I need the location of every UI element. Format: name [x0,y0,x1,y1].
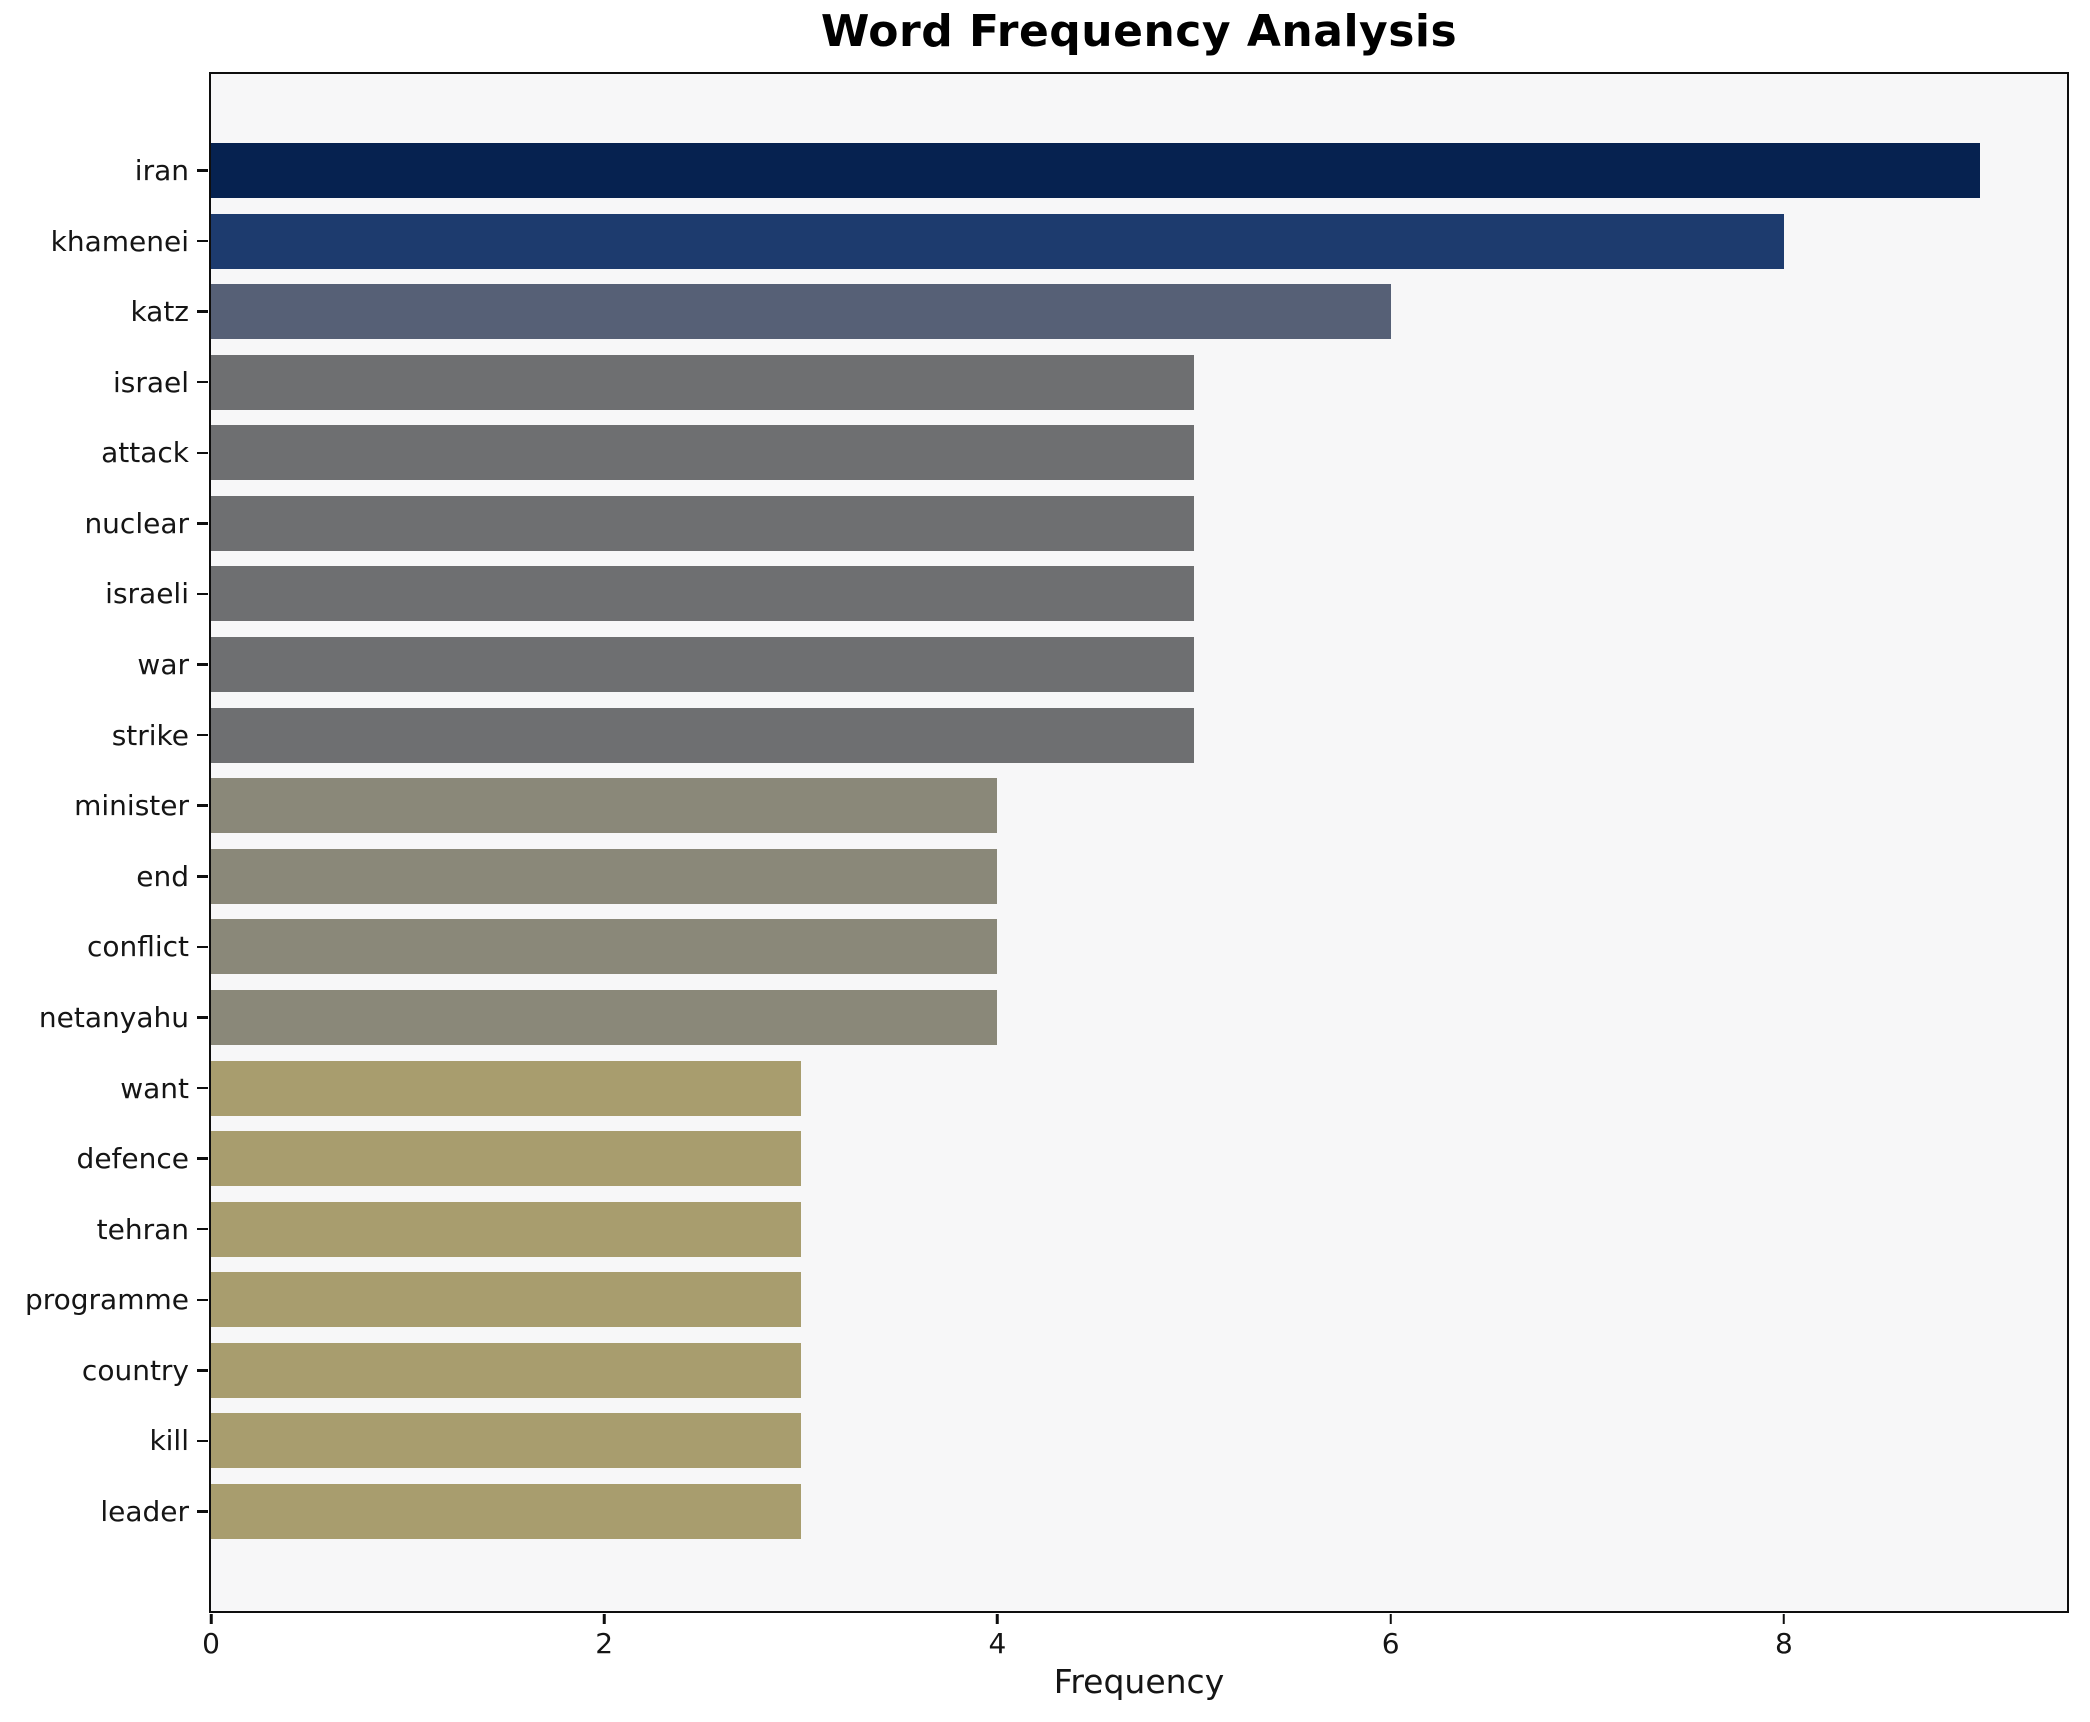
x-tick-mark [996,1614,999,1624]
y-tick-mark [197,592,208,596]
bar-row: kill [149,1413,2067,1469]
bar [211,1413,801,1469]
y-tick-label: want [120,1071,189,1105]
bar [211,1483,801,1539]
x-tick-mark [602,1614,606,1624]
bar [211,213,1784,269]
bar-row: katz [130,284,2067,340]
y-tick-label: israel [112,365,189,399]
y-tick-label: defence [76,1142,189,1176]
y-tick-label: leader [100,1494,189,1528]
bar [211,707,1195,763]
plot-area: iran khamenei katz israel attack nuclear israe… [25,72,2069,1660]
x-tick-label: 0 [202,1627,220,1660]
x-tick-label: 8 [1774,1627,1793,1660]
x-tick-mark [209,1614,213,1624]
y-tick-mark [197,1086,208,1090]
bar [211,1272,801,1328]
bar-row: netanyahu [39,989,2067,1045]
y-tick-label: war [137,648,189,682]
x-tick-label: 6 [1381,1627,1400,1660]
y-tick-mark [197,1369,208,1372]
x-tick-mark [1782,1614,1786,1624]
y-tick-label: nuclear [84,506,189,540]
bar [211,566,1195,622]
y-tick-label: israeli [105,577,189,611]
bar-row: attack [101,425,2067,481]
y-tick-label: katz [130,295,189,329]
bar-row: israeli [105,566,2067,622]
bar-row: want [120,1060,2067,1116]
bar-row: country [82,1342,2067,1398]
bar [211,989,998,1045]
y-tick-mark [197,1510,208,1513]
bar-row: israel [113,354,2067,410]
y-tick-mark [197,945,208,949]
y-tick-mark [197,380,208,384]
bar-row: khamenei [51,213,2067,269]
bar [211,778,998,834]
y-tick-label: strike [111,718,189,752]
y-tick-mark [197,522,208,525]
y-tick-mark [197,451,208,455]
bar [211,1201,801,1257]
bar-row: iran [135,143,2067,198]
y-tick-label: minister [74,789,189,823]
bar-row: programme [25,1272,2067,1328]
x-tick-label: 2 [595,1627,614,1660]
y-tick-label: iran [134,154,189,187]
bar [211,284,1391,340]
y-tick-mark [197,804,208,807]
x-axis-label: Frequency [1053,1662,1225,1701]
y-tick-mark [197,875,208,878]
y-tick-mark [197,239,208,243]
bar-row: war [137,637,2067,693]
bar [211,919,998,975]
y-tick-label: kill [149,1424,189,1458]
y-tick-label: attack [101,436,189,470]
bar-row: defence [77,1131,2067,1187]
y-tick-mark [197,1157,208,1160]
bar [211,637,1195,693]
y-tick-label: programme [24,1283,189,1317]
y-tick-label: country [81,1353,189,1387]
bar-row: nuclear [84,495,2067,551]
y-tick-label: khamenei [50,224,189,258]
bar [211,1342,801,1398]
y-tick-mark [197,663,208,666]
bar [211,354,1195,410]
x-tick-label: 4 [988,1627,1007,1660]
bar [211,1060,801,1116]
bar [211,425,1195,481]
y-tick-label: conflict [86,930,189,964]
y-tick-label: end [136,859,189,893]
y-tick-mark [197,1016,208,1019]
y-tick-mark [197,310,208,313]
y-tick-label: netanyahu [38,1000,189,1034]
bar-row: conflict [87,919,2067,975]
bar-row: tehran [97,1201,2067,1257]
bar-row: end [136,848,2067,904]
x-tick-mark [1389,1614,1392,1624]
bar [211,143,1981,198]
y-tick-mark [197,1439,208,1443]
y-tick-mark [197,1227,208,1231]
y-tick-mark [197,1298,208,1301]
y-tick-mark [197,169,208,172]
bar-row: minister [74,778,2067,834]
bar [211,848,998,904]
bar-row: strike [112,707,2067,763]
bar [211,1131,801,1187]
bar-row: leader [100,1483,2067,1539]
y-tick-mark [197,733,208,737]
bar [211,495,1195,551]
bars-container: iran khamenei katz israel attack nuclear israe… [25,143,2067,1539]
chart-title: Word Frequency Analysis [820,6,1458,57]
y-tick-label: tehran [96,1212,189,1246]
